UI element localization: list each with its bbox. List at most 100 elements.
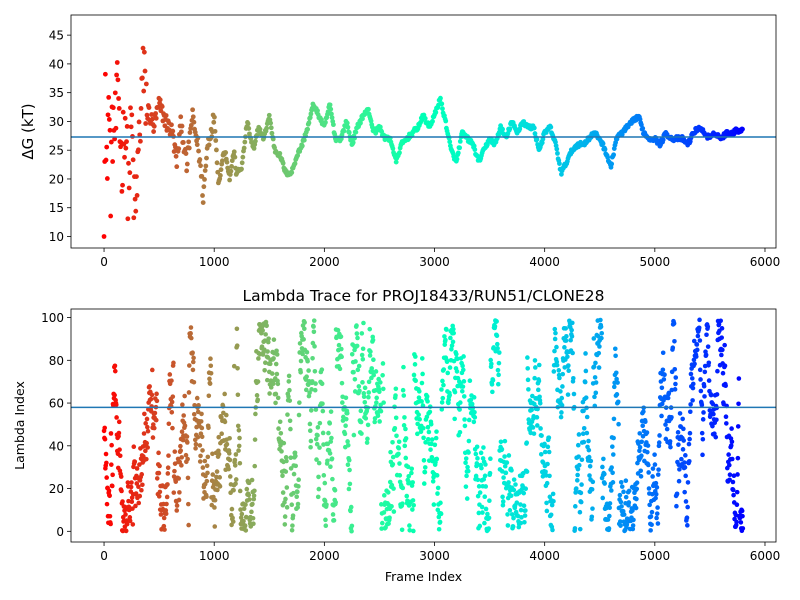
delta-g-point: [194, 142, 200, 148]
lambda-point: [353, 359, 358, 364]
lambda-point: [688, 402, 693, 407]
lambda-point: [339, 380, 345, 386]
lambda-point: [161, 523, 167, 529]
lambda-point: [722, 363, 728, 369]
lambda-point: [434, 473, 440, 478]
lambda-point: [572, 526, 578, 531]
lambda-point: [683, 499, 689, 504]
lambda-point: [509, 512, 515, 517]
delta-g-point: [213, 138, 219, 143]
lambda-point: [580, 431, 586, 437]
lambda-point: [539, 433, 544, 438]
lambda-point: [404, 493, 410, 499]
delta-g-point: [124, 139, 129, 145]
delta-g-point: [204, 155, 209, 161]
lambda-point: [102, 425, 108, 431]
lambda-point: [321, 473, 327, 478]
delta-g-point: [136, 147, 141, 153]
delta-g-point: [611, 152, 617, 158]
lambda-point: [536, 362, 542, 368]
lambda-point: [330, 476, 335, 482]
lambda-point: [164, 501, 169, 507]
lambda-point: [655, 472, 661, 477]
lambda-point: [422, 469, 428, 475]
delta-g-point: [239, 160, 245, 166]
lambda-point: [646, 462, 651, 468]
lambda-point: [171, 360, 176, 366]
lambda-point: [123, 528, 129, 534]
lambda-point: [429, 455, 435, 460]
delta-g-point: [186, 139, 192, 145]
delta-g-panel: 0 1000 2000 3000 4000 5000 6000 10 15 20 25 30 35 40…: [19, 14, 780, 269]
lambda-point: [205, 454, 211, 460]
lambda-point: [670, 345, 676, 351]
lambda-point: [227, 436, 232, 441]
lambda-point: [537, 394, 542, 400]
lambda-point: [511, 477, 517, 482]
lambda-point: [703, 352, 709, 358]
delta-g-point: [246, 126, 252, 131]
lambda-panel: Lambda Trace for PROJ18433/RUN51/CLONE28…: [12, 287, 780, 584]
lambda-point: [145, 424, 150, 430]
delta-g-point: [540, 136, 546, 142]
lambda-point: [244, 486, 250, 492]
lambda-point: [700, 436, 706, 442]
lambda-point: [235, 423, 241, 429]
lambda-point: [525, 355, 530, 360]
lambda-point: [736, 376, 742, 381]
lambda-point: [284, 458, 289, 464]
lambda-point: [575, 466, 581, 472]
lambda-point: [265, 349, 270, 354]
lambda-point: [592, 394, 597, 400]
lambda-point: [680, 416, 685, 422]
lambda-point: [280, 490, 286, 495]
lambda-point: [463, 484, 469, 489]
lambda-point: [712, 431, 717, 436]
lambda-point: [461, 394, 467, 399]
delta-g-point: [472, 147, 478, 152]
lambda-point: [231, 487, 236, 493]
lambda-point: [490, 389, 495, 395]
lambda-point: [657, 433, 662, 438]
lambda-point: [275, 381, 281, 387]
lambda-point: [405, 464, 411, 470]
lambda-point: [644, 430, 650, 435]
lambda-point: [262, 368, 267, 373]
lambda-point: [435, 485, 441, 491]
lambda-point: [230, 515, 235, 521]
lambda-point: [731, 492, 736, 498]
y-tick-label: 40: [49, 57, 64, 71]
lambda-point: [582, 379, 588, 385]
lambda-point: [593, 390, 599, 396]
delta-g-point: [270, 136, 276, 142]
lambda-point: [113, 402, 119, 408]
lambda-point: [204, 463, 210, 469]
lambda-point: [475, 493, 481, 499]
delta-g-point: [112, 136, 118, 142]
lambda-point: [232, 457, 238, 463]
lambda-point: [322, 480, 328, 486]
lambda-point: [570, 320, 575, 326]
lambda-point: [390, 462, 396, 467]
lambda-point: [734, 502, 740, 507]
lambda-point: [599, 335, 604, 341]
lambda-point: [496, 350, 502, 355]
lambda-point: [450, 339, 456, 345]
lambda-point: [180, 402, 185, 408]
lambda-point: [483, 506, 489, 512]
delta-g-y-ticks: 10 15 20 25 30 35 40 45: [49, 29, 71, 244]
lambda-point: [208, 356, 213, 362]
lambda-point: [563, 338, 569, 343]
delta-g-point: [170, 128, 176, 134]
delta-g-point: [159, 104, 165, 110]
lambda-point: [410, 507, 415, 512]
lambda-point: [649, 491, 655, 497]
lambda-point: [297, 400, 302, 405]
lambda-point: [557, 375, 562, 381]
delta-g-point: [137, 138, 143, 144]
lambda-point: [506, 453, 512, 458]
lambda-point: [274, 371, 280, 377]
lambda-point: [212, 524, 218, 529]
lambda-point: [363, 416, 369, 421]
lambda-point: [578, 490, 584, 496]
